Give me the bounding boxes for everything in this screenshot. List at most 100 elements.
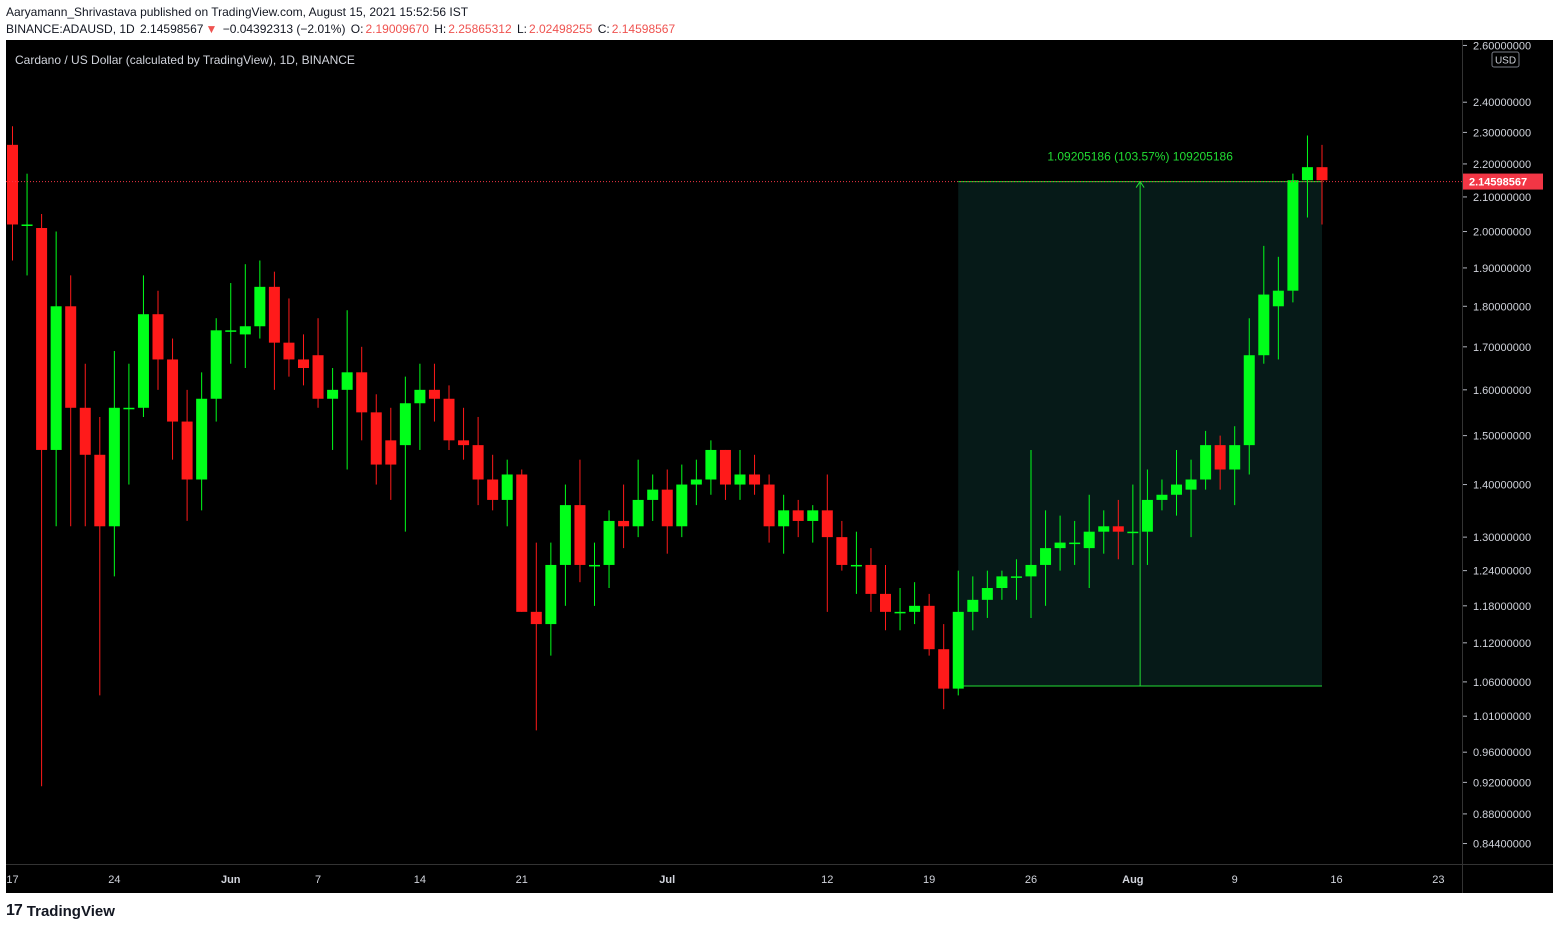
price-tick-label: 0.92000000 [1473, 777, 1531, 789]
price-tick-label: 2.30000000 [1473, 127, 1531, 139]
candle-body [458, 440, 470, 446]
price-axis[interactable]: 2.60000000 2.40000000 2.30000000 2.20000000… [1462, 40, 1553, 864]
time-tick-label: 12 [821, 874, 833, 886]
candle-body [414, 389, 426, 404]
time-tick-label: 19 [923, 874, 935, 886]
candle-body [850, 564, 862, 567]
candle-body [1083, 531, 1095, 549]
time-tick-label: Jul [659, 874, 675, 886]
candle-body [1025, 564, 1037, 577]
candle-body [196, 398, 208, 480]
candle-body [298, 359, 309, 369]
tradingview-logo[interactable]: 17 TradingView [6, 902, 115, 920]
candle-body [443, 398, 455, 441]
chart-pane[interactable]: 1.09205186 (103.57%) 109205186 Cardano /… [6, 40, 1462, 864]
price-tick-label: 1.12000000 [1473, 638, 1531, 650]
time-tick-label: 9 [1232, 874, 1238, 886]
brand-name: TradingView [26, 902, 115, 920]
candle-body [545, 564, 557, 625]
candle-body [108, 407, 120, 527]
time-tick-label: 23 [1432, 874, 1444, 886]
candle-body [225, 330, 237, 332]
change-text: −0.04392313 (−2.01%) [222, 22, 346, 36]
down-arrow-icon: ▼ [205, 22, 218, 36]
candle-body [487, 479, 499, 500]
price-chart[interactable]: 1.09205186 (103.57%) 109205186 [6, 40, 1462, 864]
close-label: C: [597, 22, 610, 36]
time-tick-label: 14 [414, 874, 426, 886]
price-tick-label: 1.70000000 [1473, 342, 1531, 354]
candle-body [880, 593, 891, 612]
candle-body [923, 605, 935, 650]
candle-body [428, 389, 440, 399]
candle-body [399, 403, 411, 446]
price-tick-label: 0.84400000 [1473, 839, 1531, 851]
candle-body [94, 454, 106, 527]
candle-body [167, 359, 179, 422]
candle-body [1010, 576, 1022, 578]
time-tick-label: 7 [315, 874, 321, 886]
candle-body [603, 520, 615, 565]
price-tick-label: 2.60000000 [1473, 40, 1531, 52]
high-label: H: [434, 22, 447, 36]
measure-label: 1.09205186 (103.57%) 109205186 [1047, 150, 1233, 164]
candle-body [1156, 494, 1168, 500]
time-axis[interactable]: 17 24 Jun 7 14 21 Jul 12 19 26 Aug 9 16 23 [6, 864, 1462, 893]
price-tick-label: 1.90000000 [1473, 263, 1531, 275]
price-tick-label: 1.24000000 [1473, 566, 1531, 578]
price-tick-label: 1.01000000 [1473, 711, 1531, 723]
candle-body [894, 611, 906, 614]
candle-body [792, 510, 804, 521]
price-tick-label: 0.88000000 [1473, 809, 1531, 821]
candle-body [1229, 445, 1241, 470]
candle-body [1141, 499, 1153, 532]
candle-body [690, 479, 702, 485]
time-tick-label: Aug [1122, 874, 1143, 886]
candle-body [938, 649, 950, 689]
candle-body [1127, 531, 1139, 534]
low-value: 2.02498255 [528, 22, 593, 36]
candle-body [807, 510, 819, 521]
candle-body [385, 440, 397, 465]
price-tick-label: 1.50000000 [1473, 431, 1531, 443]
candle-body [1301, 167, 1313, 181]
candle-body [530, 611, 542, 625]
candle-body [1243, 355, 1255, 446]
published-text: published on TradingView.com, August 15,… [140, 5, 469, 19]
candle-body [268, 286, 280, 343]
candle-body [1200, 445, 1212, 480]
pane-title: Cardano / US Dollar (calculated by Tradi… [15, 53, 355, 67]
price-tick-label: 2.10000000 [1473, 192, 1531, 204]
candle-body [1258, 294, 1270, 356]
candle-body [836, 537, 848, 565]
candle-body [661, 489, 673, 527]
currency-badge [1491, 51, 1520, 68]
price-tick-label: 1.40000000 [1473, 480, 1531, 492]
candle-body [1316, 167, 1328, 181]
price-tick-label: 1.80000000 [1473, 301, 1531, 313]
tradingview-logo-icon: 17 [6, 902, 23, 919]
candle-body [137, 314, 149, 408]
candle-body [618, 520, 630, 527]
open-label: O: [350, 22, 364, 36]
last-price-text: 2.14598567 [140, 22, 204, 36]
time-tick-label: Jun [221, 874, 241, 886]
candle-body [472, 445, 484, 480]
candle-body [283, 342, 295, 360]
candle-body [516, 474, 528, 612]
candle-body [370, 412, 382, 465]
candle-body [1054, 542, 1066, 549]
candle-body [981, 588, 993, 600]
candle-body [254, 286, 266, 327]
candle-body [123, 407, 135, 410]
candle-body [705, 449, 717, 480]
candle-body [749, 474, 761, 485]
price-tick-label: 2.20000000 [1473, 159, 1531, 171]
time-tick-label: 21 [516, 874, 528, 886]
time-tick-label: 17 [6, 874, 18, 886]
author-name[interactable]: Aaryamann_Shrivastava [6, 5, 137, 19]
candle-body [1287, 180, 1299, 291]
price-tick-label: 1.60000000 [1473, 385, 1531, 397]
low-label: L: [516, 22, 527, 36]
candle-body [7, 144, 18, 225]
